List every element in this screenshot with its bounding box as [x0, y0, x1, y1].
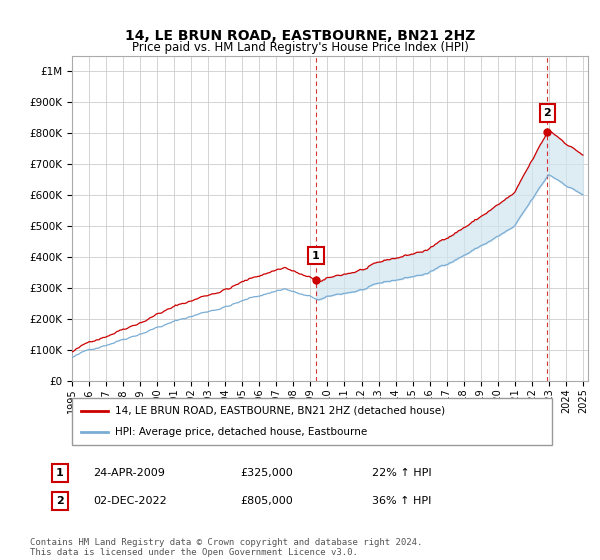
Text: Price paid vs. HM Land Registry's House Price Index (HPI): Price paid vs. HM Land Registry's House … — [131, 41, 469, 54]
Text: 14, LE BRUN ROAD, EASTBOURNE, BN21 2HZ: 14, LE BRUN ROAD, EASTBOURNE, BN21 2HZ — [125, 29, 475, 44]
Text: Contains HM Land Registry data © Crown copyright and database right 2024.
This d: Contains HM Land Registry data © Crown c… — [30, 538, 422, 557]
Text: 24-APR-2009: 24-APR-2009 — [93, 468, 165, 478]
Text: £325,000: £325,000 — [240, 468, 293, 478]
Text: £805,000: £805,000 — [240, 496, 293, 506]
Text: HPI: Average price, detached house, Eastbourne: HPI: Average price, detached house, East… — [115, 427, 367, 437]
Text: 1: 1 — [312, 250, 320, 260]
Text: 02-DEC-2022: 02-DEC-2022 — [93, 496, 167, 506]
Text: 36% ↑ HPI: 36% ↑ HPI — [372, 496, 431, 506]
Text: 1: 1 — [56, 468, 64, 478]
Text: 2: 2 — [544, 108, 551, 118]
Text: 22% ↑ HPI: 22% ↑ HPI — [372, 468, 431, 478]
Text: 2: 2 — [56, 496, 64, 506]
Text: 14, LE BRUN ROAD, EASTBOURNE, BN21 2HZ (detached house): 14, LE BRUN ROAD, EASTBOURNE, BN21 2HZ (… — [115, 406, 445, 416]
